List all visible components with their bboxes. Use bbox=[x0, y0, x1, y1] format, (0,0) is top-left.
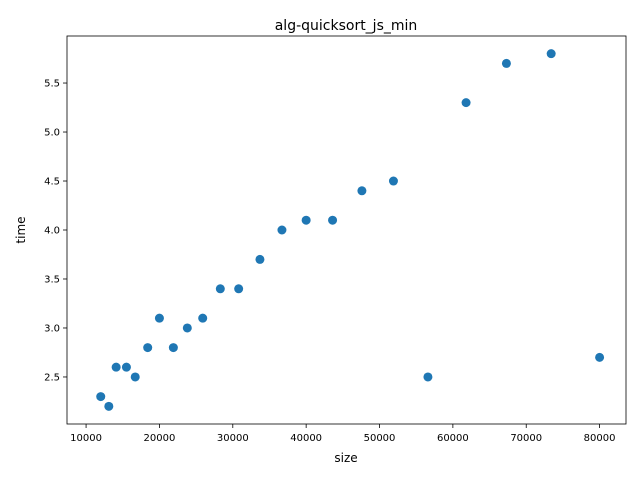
data-point bbox=[423, 372, 433, 382]
data-point bbox=[168, 343, 178, 353]
y-tick-label: 2.5 bbox=[44, 372, 60, 383]
plot-area: 10000 20000 30000 40000 50000 60000 70000 80000… bbox=[44, 35, 627, 444]
data-point bbox=[121, 362, 131, 372]
y-tick-label: 5.0 bbox=[44, 128, 60, 139]
y-tick-label: 4.0 bbox=[44, 226, 60, 237]
data-point bbox=[328, 215, 338, 225]
data-point bbox=[111, 362, 121, 372]
data-point bbox=[143, 343, 153, 353]
y-tick-label: 3.0 bbox=[44, 323, 60, 334]
data-point bbox=[255, 254, 265, 264]
x-tick-label: 40000 bbox=[290, 433, 322, 444]
data-point bbox=[154, 313, 164, 323]
data-point bbox=[198, 313, 208, 323]
data-point bbox=[501, 58, 511, 68]
chart-title: alg-quicksort_js_min bbox=[275, 18, 418, 34]
data-point bbox=[277, 225, 287, 235]
x-tick-label: 70000 bbox=[510, 433, 542, 444]
data-point bbox=[357, 186, 367, 196]
plot-frame bbox=[66, 35, 627, 425]
y-axis-label: time bbox=[14, 216, 28, 243]
data-point bbox=[182, 323, 192, 333]
data-point bbox=[96, 392, 106, 402]
y-tick-label: 5.5 bbox=[44, 79, 60, 90]
x-tick-label: 10000 bbox=[70, 433, 102, 444]
y-tick-label: 4.5 bbox=[44, 177, 60, 188]
data-point bbox=[301, 215, 311, 225]
x-tick-label: 80000 bbox=[584, 433, 616, 444]
x-tick-label: 50000 bbox=[364, 433, 396, 444]
data-point bbox=[388, 176, 398, 186]
x-tick-label: 20000 bbox=[144, 433, 176, 444]
x-tick-label: 30000 bbox=[217, 433, 249, 444]
x-axis-label: size bbox=[334, 451, 357, 465]
data-point bbox=[461, 98, 471, 108]
data-point bbox=[595, 352, 605, 362]
data-point bbox=[130, 372, 140, 382]
y-tick-label: 3.5 bbox=[44, 274, 60, 285]
data-point bbox=[215, 284, 225, 294]
data-point bbox=[234, 284, 244, 294]
data-point bbox=[546, 49, 556, 59]
data-point bbox=[104, 401, 114, 411]
x-tick-label: 60000 bbox=[437, 433, 469, 444]
